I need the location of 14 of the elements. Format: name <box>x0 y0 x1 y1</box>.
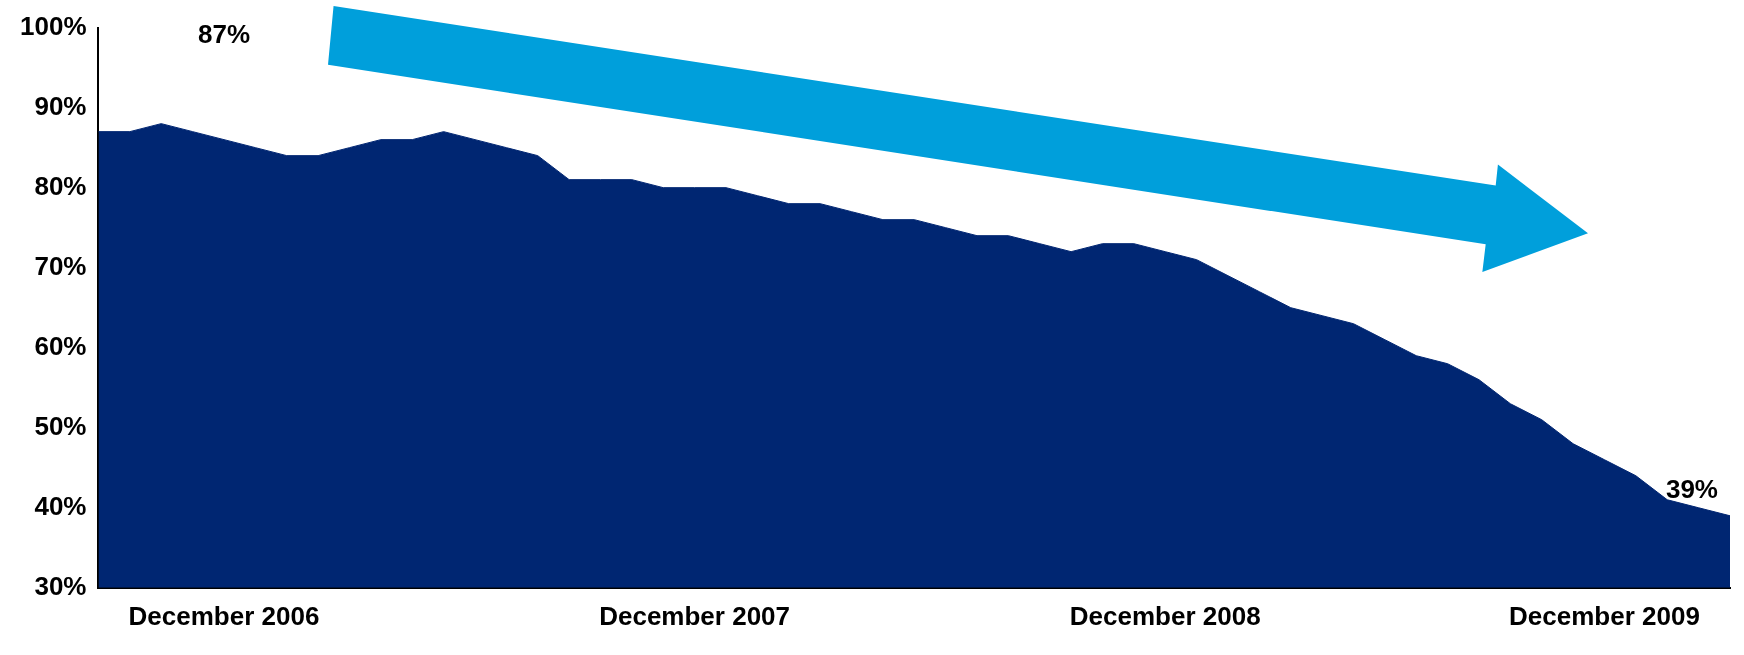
y-tick-label: 90% <box>34 90 87 121</box>
y-tick-label: 50% <box>34 410 87 441</box>
y-tick-label: 60% <box>34 330 87 361</box>
annotation: 87% <box>197 18 251 49</box>
x-tick-label: December 2009 <box>1509 600 1700 631</box>
annotation: 39% <box>1665 473 1718 504</box>
x-tick-label: December 2007 <box>599 600 791 631</box>
y-tick-label: 30% <box>34 570 87 601</box>
y-tick-label: 70% <box>34 250 87 281</box>
y-tick-label: 100% <box>20 10 87 41</box>
y-tick-label: 80% <box>34 170 87 201</box>
x-tick-label: December 2006 <box>128 600 320 631</box>
x-tick-label: December 2008 <box>1069 600 1261 631</box>
y-tick-label: 40% <box>34 490 87 521</box>
